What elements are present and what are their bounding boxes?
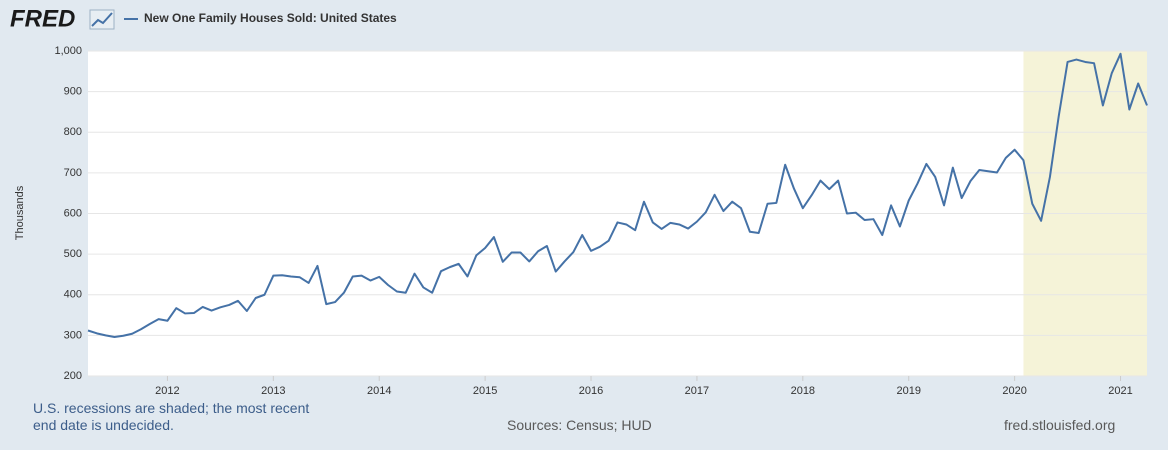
legend-label: New One Family Houses Sold: United State… [144, 11, 397, 25]
y-tick-label: 300 [64, 329, 82, 341]
y-tick-label: 1,000 [54, 45, 82, 57]
y-axis-label: Thousands [14, 185, 26, 240]
site: fred.stlouisfed.org [1004, 417, 1116, 433]
logo-icon [89, 9, 115, 30]
y-tick-label: 400 [64, 289, 82, 301]
x-tick-label: 2015 [473, 385, 497, 397]
logo: FRED [10, 5, 75, 32]
y-tick-label: 800 [64, 126, 82, 138]
y-tick-label: 900 [64, 86, 82, 98]
series-line [87, 52, 1148, 338]
x-tick-label: 2016 [579, 385, 603, 397]
y-tick-label: 600 [64, 207, 82, 219]
x-tick-label: 2013 [261, 385, 285, 397]
x-tick-label: 2014 [367, 385, 391, 397]
y-tick-label: 500 [64, 248, 82, 260]
y-tick-label: 700 [64, 167, 82, 179]
x-tick-label: 2019 [896, 385, 920, 397]
x-tick-label: 2018 [791, 385, 815, 397]
x-tick-label: 2021 [1108, 385, 1132, 397]
y-tick-label: 200 [64, 370, 82, 382]
x-tick-label: 2020 [1002, 385, 1026, 397]
x-tick-label: 2017 [685, 385, 709, 397]
x-tick-label: 2012 [155, 385, 179, 397]
recession-note: U.S. recessions are shaded; the most rec… [33, 400, 310, 433]
sources: Sources: Census; HUD [507, 417, 652, 433]
